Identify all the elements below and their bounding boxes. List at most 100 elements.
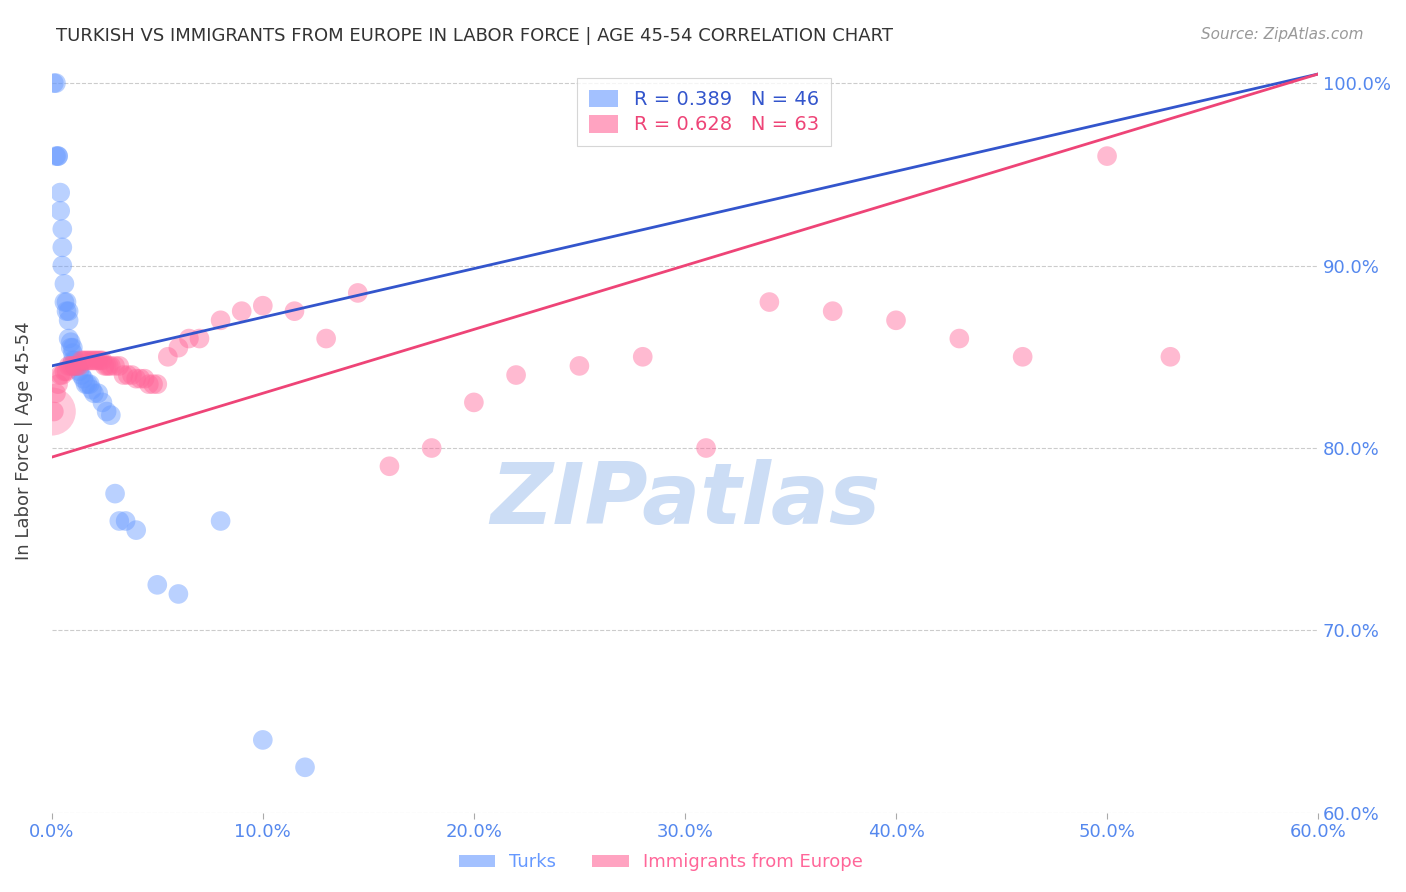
Immigrants from Europe [46, 377, 69, 392]
Immigrants from Europe [209, 313, 232, 327]
Turks [58, 332, 80, 346]
Immigrants from Europe [53, 364, 76, 378]
Turks [100, 408, 122, 422]
Immigrants from Europe [104, 359, 127, 373]
Immigrants from Europe [884, 313, 907, 327]
Immigrants from Europe [463, 395, 485, 409]
Immigrants from Europe [79, 353, 101, 368]
Immigrants from Europe [505, 368, 527, 382]
Turks [45, 76, 67, 90]
Immigrants from Europe [84, 353, 107, 368]
Immigrants from Europe [315, 332, 337, 346]
Immigrants from Europe [631, 350, 654, 364]
Turks [59, 335, 82, 350]
Immigrants from Europe [156, 350, 179, 364]
Turks [51, 259, 73, 273]
Immigrants from Europe [72, 353, 94, 368]
Immigrants from Europe [695, 441, 717, 455]
Immigrants from Europe [121, 368, 143, 382]
Immigrants from Europe [420, 441, 443, 455]
Turks [51, 222, 73, 236]
Turks [79, 377, 101, 392]
Immigrants from Europe [45, 386, 67, 401]
Immigrants from Europe [100, 359, 122, 373]
Turks [67, 364, 90, 378]
Turks [51, 240, 73, 254]
Immigrants from Europe [117, 368, 139, 382]
Immigrants from Europe [80, 353, 103, 368]
Immigrants from Europe [568, 359, 591, 373]
Immigrants from Europe [66, 359, 89, 373]
Immigrants from Europe [177, 332, 200, 346]
Immigrants from Europe [758, 295, 780, 310]
Turks [62, 346, 84, 360]
Immigrants from Europe [93, 359, 115, 373]
Immigrants from Europe [231, 304, 253, 318]
Turks [45, 149, 67, 163]
Immigrants from Europe [112, 368, 135, 382]
Point [41, 404, 63, 418]
Turks [49, 203, 72, 218]
Immigrants from Europe [87, 353, 110, 368]
Turks [167, 587, 190, 601]
Immigrants from Europe [252, 299, 274, 313]
Turks [62, 341, 84, 355]
Turks [58, 313, 80, 327]
Turks [46, 149, 69, 163]
Turks [49, 186, 72, 200]
Immigrants from Europe [89, 353, 111, 368]
Immigrants from Europe [59, 359, 82, 373]
Legend: Turks, Immigrants from Europe: Turks, Immigrants from Europe [451, 847, 870, 879]
Immigrants from Europe [76, 353, 98, 368]
Immigrants from Europe [142, 377, 165, 392]
Text: ZIPatlas: ZIPatlas [489, 458, 880, 541]
Turks [108, 514, 131, 528]
Immigrants from Europe [67, 359, 90, 373]
Turks [55, 304, 77, 318]
Turks [209, 514, 232, 528]
Turks [55, 295, 77, 310]
Y-axis label: In Labor Force | Age 45-54: In Labor Force | Age 45-54 [15, 321, 32, 560]
Turks [83, 386, 105, 401]
Immigrants from Europe [83, 353, 105, 368]
Turks [96, 404, 118, 418]
Turks [91, 395, 114, 409]
Turks [87, 386, 110, 401]
Turks [46, 149, 69, 163]
Turks [75, 377, 97, 392]
Immigrants from Europe [49, 368, 72, 382]
Immigrants from Europe [63, 359, 86, 373]
Turks [42, 76, 65, 90]
Turks [70, 368, 93, 382]
Immigrants from Europe [346, 285, 368, 300]
Turks [53, 295, 76, 310]
Turks [125, 523, 148, 537]
Immigrants from Europe [1159, 350, 1181, 364]
Immigrants from Europe [91, 353, 114, 368]
Text: TURKISH VS IMMIGRANTS FROM EUROPE IN LABOR FORCE | AGE 45-54 CORRELATION CHART: TURKISH VS IMMIGRANTS FROM EUROPE IN LAB… [56, 27, 893, 45]
Immigrants from Europe [138, 377, 160, 392]
Turks [114, 514, 136, 528]
Immigrants from Europe [188, 332, 211, 346]
Immigrants from Europe [42, 404, 65, 418]
Turks [62, 353, 84, 368]
Immigrants from Europe [55, 364, 77, 378]
Immigrants from Europe [62, 359, 84, 373]
Immigrants from Europe [51, 368, 73, 382]
Immigrants from Europe [96, 359, 118, 373]
Immigrants from Europe [129, 372, 152, 386]
Immigrants from Europe [167, 341, 190, 355]
Turks [58, 304, 80, 318]
Turks [294, 760, 316, 774]
Text: Source: ZipAtlas.com: Source: ZipAtlas.com [1201, 27, 1364, 42]
Turks [63, 359, 86, 373]
Turks [76, 377, 98, 392]
Immigrants from Europe [821, 304, 844, 318]
Immigrants from Europe [108, 359, 131, 373]
Immigrants from Europe [948, 332, 970, 346]
Turks [72, 372, 94, 386]
Immigrants from Europe [125, 372, 148, 386]
Legend: R = 0.389   N = 46, R = 0.628   N = 63: R = 0.389 N = 46, R = 0.628 N = 63 [578, 78, 831, 146]
Turks [80, 383, 103, 397]
Immigrants from Europe [378, 459, 401, 474]
